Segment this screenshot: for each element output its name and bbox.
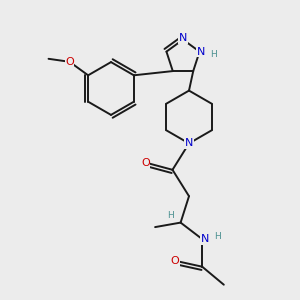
Text: O: O [170, 256, 179, 266]
Text: O: O [141, 158, 150, 168]
Text: N: N [179, 33, 187, 43]
Text: H: H [214, 232, 220, 241]
Text: O: O [65, 57, 74, 67]
Text: H: H [168, 212, 174, 220]
Text: N: N [197, 46, 205, 57]
Text: N: N [185, 138, 193, 148]
Text: H: H [210, 50, 216, 59]
Text: N: N [201, 234, 209, 244]
